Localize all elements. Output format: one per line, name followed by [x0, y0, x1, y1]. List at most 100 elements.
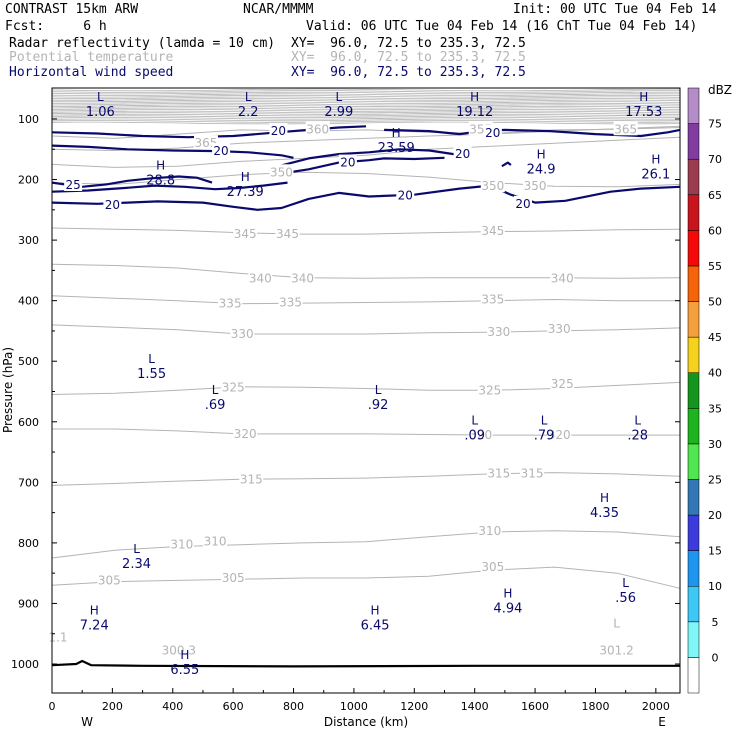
theta-label: 345 — [481, 224, 504, 238]
extremum-value: 23.59 — [378, 141, 415, 156]
y-tick-label: 500 — [18, 355, 39, 368]
theta-label-bg — [480, 223, 505, 238]
theta-contour-345 — [51, 227, 681, 235]
extremum-value: 17.53 — [625, 105, 662, 120]
wind-label-bg — [269, 123, 288, 138]
theta-label-bg — [523, 178, 548, 193]
wind-label-bg — [453, 146, 472, 161]
theta-contour-335 — [51, 295, 680, 305]
colorbar: 0 5 10 15 20 25 30 35 40 45 50 55 60 65 70 75 — [687, 87, 722, 694]
theta-label-bg — [480, 291, 505, 306]
extremum-marker: H — [503, 586, 512, 600]
y-tick-label: 800 — [18, 537, 39, 550]
colorbar-swatch — [687, 265, 700, 302]
theta-label: 325 — [478, 383, 501, 397]
theta-contour — [51, 94, 681, 98]
extremum-marker: H — [241, 170, 250, 184]
theta-label: 305 — [481, 560, 504, 574]
theta-label: 320 — [234, 427, 257, 441]
theta-label: 301.2 — [599, 644, 633, 658]
theta-label: 350 — [270, 165, 293, 179]
theta-contour — [51, 90, 680, 93]
theta-label-bg — [305, 121, 330, 136]
colorbar-swatch — [687, 87, 700, 124]
colorbar-swatch — [687, 443, 700, 480]
colorbar-swatch — [687, 657, 700, 694]
colorbar-swatch — [687, 301, 700, 338]
wind-label-bg — [212, 143, 231, 158]
extremum-marker: L — [634, 413, 641, 427]
theta-label-bg — [468, 427, 493, 442]
extremum-value: 4.35 — [590, 506, 619, 521]
colorbar-title: dBZ — [708, 83, 732, 97]
theta-contour-350 — [51, 171, 681, 188]
wind-contour — [501, 161, 512, 168]
theta-contour — [52, 101, 681, 104]
organization: NCAR/MMMM — [243, 2, 314, 17]
x-tick-label: 2000 — [642, 700, 670, 713]
theta-contour — [51, 113, 681, 117]
colorbar-swatch — [687, 585, 700, 623]
colorbar-label: 60 — [708, 224, 722, 237]
wind-contour — [384, 128, 681, 138]
extremum-value: .92 — [368, 398, 389, 413]
extremum-value: 28.8 — [146, 173, 175, 188]
extremum-marker: L — [471, 413, 478, 427]
colorbar-label: 65 — [708, 189, 722, 202]
x-tick-label: 1200 — [400, 700, 428, 713]
init-time: Init: 00 UTC Tue 04 Feb 14 — [513, 2, 717, 17]
y-tick-label: 700 — [18, 476, 39, 489]
wind-contour — [51, 175, 213, 188]
y-tick-label: 400 — [18, 295, 39, 308]
colorbar-label: 55 — [708, 260, 722, 273]
extremum-value: .69 — [205, 398, 226, 413]
field-name-reflectivity: Radar reflectivity (lamda = 10 cm) — [9, 36, 276, 51]
colorbar-label: 15 — [708, 545, 722, 558]
field-xy-wind: XY= 96.0, 72.5 to 235.3, 72.5 — [291, 65, 526, 80]
theta-label: 350 — [481, 179, 504, 193]
theta-contours — [51, 88, 681, 589]
wind-label-bg — [514, 195, 532, 210]
theta-contour — [51, 98, 681, 101]
extremum-value: .79 — [534, 428, 555, 443]
theta-label: 340 — [249, 271, 272, 285]
theta-label: 345 — [276, 227, 299, 241]
theta-contour-315 — [51, 472, 681, 486]
theta-label: 340 — [291, 271, 314, 285]
theta-label: 360 — [306, 122, 329, 136]
extremum-marker: H — [600, 491, 609, 505]
theta-label-bg — [290, 270, 315, 285]
theta-label-bg — [169, 536, 194, 551]
terrain-surface — [51, 659, 680, 668]
theta-contour-360 — [51, 125, 681, 151]
colorbar-label: 0 — [712, 651, 719, 664]
theta-contour — [51, 105, 681, 109]
theta-label-bg — [97, 572, 122, 587]
extremum-value: .09 — [464, 428, 485, 443]
theta-contour — [51, 107, 681, 111]
y-tick-label: 200 — [18, 174, 39, 187]
field-xy-reflectivity: XY= 96.0, 72.5 to 235.3, 72.5 — [291, 36, 526, 51]
theta-contour — [51, 88, 681, 92]
wind-label-bg — [483, 124, 502, 139]
extremum-value: 6.45 — [361, 618, 390, 633]
theta-label: 315 — [521, 466, 544, 480]
x-axis-label: Distance (km) — [324, 715, 408, 729]
wind-label: 20 — [515, 197, 530, 211]
extremum-value: 1.55 — [137, 367, 166, 382]
x-tick-label: 600 — [223, 700, 244, 713]
theta-label: 305 — [222, 571, 245, 585]
colorbar-label: 40 — [708, 367, 722, 380]
theta-label-bg — [486, 324, 511, 339]
wind-label-bg — [338, 154, 357, 169]
extremum-value: 26.1 — [641, 167, 670, 182]
colorbar-label: 20 — [708, 509, 722, 522]
terrain-line — [51, 659, 680, 668]
theta-label: 325 — [222, 380, 245, 394]
plot-frame — [51, 87, 681, 694]
wind-label: 20 — [455, 147, 470, 161]
theta-label-bg — [218, 295, 243, 310]
x-tick-label: 200 — [102, 700, 123, 713]
